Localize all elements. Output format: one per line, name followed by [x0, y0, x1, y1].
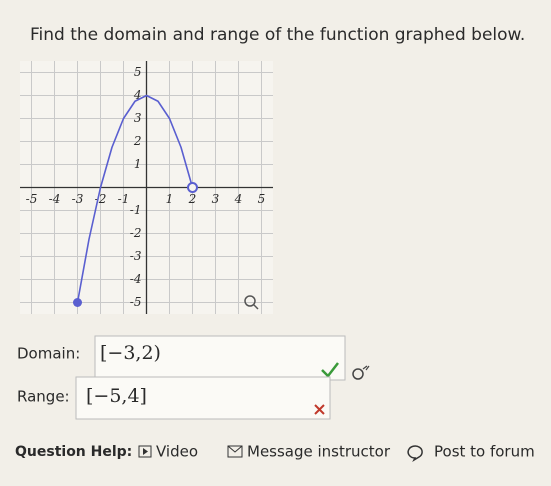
y-tick-label: -4 — [130, 272, 142, 286]
x-tick-label: -1 — [118, 192, 130, 206]
domain-label: Domain: — [17, 345, 80, 363]
math-keyboard-icon[interactable] — [352, 365, 370, 380]
help-message[interactable]: Message instructor — [247, 443, 391, 461]
x-tick-label: 5 — [258, 192, 266, 206]
zoom-icon[interactable] — [244, 295, 259, 310]
correct-check — [321, 362, 339, 378]
range-input[interactable] — [75, 376, 331, 420]
closed-endpoint — [73, 298, 82, 307]
y-tick-label: 3 — [134, 111, 142, 125]
help-video[interactable]: Video — [156, 443, 198, 461]
y-tick-label: -5 — [130, 295, 142, 309]
x-tick-label: -5 — [26, 192, 38, 206]
x-tick-label: 2 — [188, 192, 197, 206]
y-tick-label: -1 — [130, 203, 142, 217]
range-answer: [−5,4] — [86, 385, 147, 407]
range-label: Range: — [17, 388, 70, 406]
y-tick-label: 2 — [133, 134, 142, 148]
help-label: Question Help: — [15, 444, 132, 460]
domain-input[interactable] — [94, 335, 346, 381]
y-tick-label: -3 — [130, 249, 142, 263]
x-tick-label: 1 — [166, 192, 174, 206]
question-title: Find the domain and range of the functio… — [30, 25, 525, 45]
mail-icon[interactable] — [227, 445, 243, 458]
forum-icon[interactable] — [407, 445, 423, 462]
open-endpoint — [187, 182, 198, 193]
y-tick-label: -2 — [130, 226, 142, 240]
y-tick-label: 1 — [134, 157, 142, 171]
y-tick-label: 5 — [134, 65, 142, 79]
help-forum[interactable]: Post to forum — [434, 443, 535, 461]
incorrect-x — [314, 404, 325, 415]
x-tick-label: -2 — [95, 192, 107, 206]
x-tick-label: 3 — [212, 192, 220, 206]
x-tick-label: 4 — [234, 192, 243, 206]
y-tick-label: 4 — [133, 88, 142, 102]
domain-answer: [−3,2) — [100, 342, 161, 364]
x-tick-label: -4 — [49, 192, 61, 206]
x-tick-label: -3 — [72, 192, 84, 206]
video-icon[interactable] — [138, 445, 152, 458]
function-curve — [76, 94, 194, 303]
